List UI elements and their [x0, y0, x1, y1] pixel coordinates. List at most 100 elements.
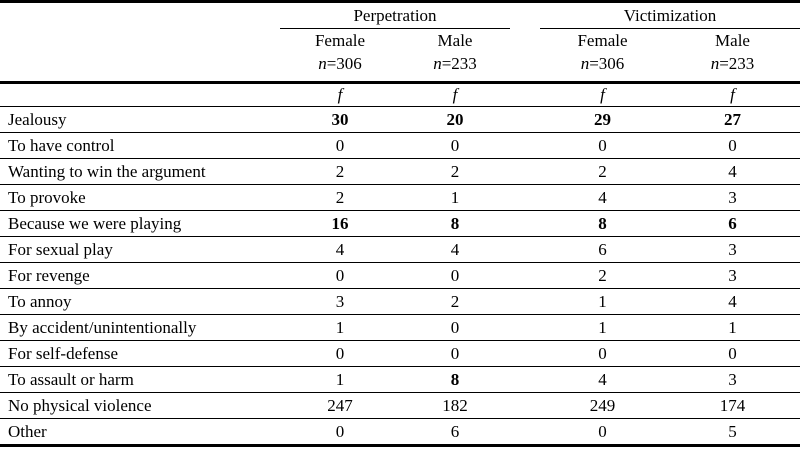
cell-value: 16: [280, 210, 400, 237]
column-header-female: Female n=306: [540, 28, 665, 84]
cell-value: 6: [540, 236, 665, 263]
cell-value: 0: [540, 132, 665, 159]
cell-value: 0: [400, 262, 510, 289]
row-label: For sexual play: [0, 236, 280, 263]
cell-value: 5: [728, 421, 737, 441]
group-gap-cell: [510, 106, 540, 133]
cell-value: 20: [400, 106, 510, 133]
sex-label: Female: [314, 31, 366, 51]
frequency-symbol: f: [600, 85, 605, 104]
group-gap-cell: [510, 2, 540, 29]
group-gap-cell: [510, 236, 540, 263]
table-row: For revenge 0 0 2 3: [0, 262, 800, 289]
cell-value: 8: [400, 210, 510, 237]
cell-value: 0: [280, 340, 400, 367]
stat-symbol-cell: f: [400, 82, 510, 107]
cell-value: 1: [540, 314, 665, 341]
cell-value: 0: [400, 314, 510, 341]
table-row: To assault or harm 1 8 4 3: [0, 366, 800, 393]
cell-value: 182: [400, 392, 510, 419]
row-label: Wanting to win the argument: [0, 158, 280, 185]
table-row: Because we were playing 16 8 8 6: [0, 210, 800, 237]
row-label: To annoy: [0, 288, 280, 315]
column-header-row: Female n=306 Male n=233 Female n=306 Male n=233: [0, 28, 800, 84]
table-row: No physical violence 247 182 249 174: [0, 392, 800, 419]
cell-value: 0: [335, 421, 345, 441]
corner-empty-cell: [0, 2, 280, 29]
cell-value: 1: [540, 288, 665, 315]
frequency-symbol: f: [452, 85, 458, 104]
cell-value: 0: [665, 132, 800, 159]
group-gap-cell: [510, 314, 540, 341]
row-label: Because we were playing: [0, 210, 280, 237]
table-row: Wanting to win the argument 2 2 2 4: [0, 158, 800, 185]
sex-label: Female: [577, 31, 628, 51]
cell-value: 0: [280, 132, 400, 159]
cell-value: 6: [450, 421, 460, 441]
cell-value: 247: [280, 392, 400, 419]
cell-value: 0: [540, 340, 665, 367]
stat-symbol-cell: f: [540, 82, 665, 107]
cell-value: 4: [665, 288, 800, 315]
cell-value: 2: [280, 158, 400, 185]
row-label: No physical violence: [0, 392, 280, 419]
group-gap-cell: [510, 210, 540, 237]
column-header-male: Male n=233: [400, 28, 510, 84]
table-row: Other 0 6 0 5: [0, 419, 800, 446]
cell-value: 4: [540, 366, 665, 393]
table-row: By accident/unintentionally 1 0 1 1: [0, 314, 800, 341]
cell-value: 8: [540, 210, 665, 237]
row-label: To assault or harm: [0, 366, 280, 393]
frequency-symbol: f: [730, 85, 735, 104]
group-gap-cell: [510, 392, 540, 419]
cell-value: 0: [400, 132, 510, 159]
cell-value: 3: [665, 262, 800, 289]
sex-label: Male: [437, 31, 473, 51]
cell-value: 6: [665, 210, 800, 237]
cell-value: 30: [280, 106, 400, 133]
table-row: For sexual play 4 4 6 3: [0, 236, 800, 263]
sample-size-label: n=233: [710, 54, 755, 73]
cell-value: 2: [400, 288, 510, 315]
stat-row-empty-cell: [0, 82, 280, 107]
table-header: Perpetration Victimization Female n=306 Ma…: [0, 1, 800, 107]
group-header-row: Perpetration Victimization: [0, 1, 800, 29]
cell-value: 2: [400, 158, 510, 185]
group-gap-cell: [510, 340, 540, 367]
row-label: For revenge: [0, 262, 280, 289]
row-label: For self-defense: [0, 340, 280, 367]
table-row: To have control 0 0 0 0: [0, 132, 800, 159]
cell-value: 3: [280, 288, 400, 315]
cell-value: 4: [665, 158, 800, 185]
cell-value: 0: [400, 340, 510, 367]
cell-value: 0: [280, 262, 400, 289]
sample-size-label: n=306: [318, 54, 362, 73]
sample-size-label: n=306: [580, 54, 625, 73]
group-gap-cell: [510, 82, 540, 107]
cell-value: 3: [665, 184, 800, 211]
table-row: Jealousy 30 20 29 27: [0, 106, 800, 133]
group-gap-cell: [510, 288, 540, 315]
cell-value: 0: [665, 340, 800, 367]
table-row: For self-defense 0 0 0 0: [0, 340, 800, 367]
column-header-male: Male n=233: [665, 28, 800, 84]
row-label: To have control: [0, 132, 280, 159]
group-header-victimization: Victimization: [540, 1, 800, 29]
cell-value: 2: [280, 184, 400, 211]
row-label: Other: [8, 421, 47, 441]
table-row: To annoy 3 2 1 4: [0, 288, 800, 315]
column-header-female: Female n=306: [280, 28, 400, 84]
cell-value: 0: [598, 421, 607, 441]
cell-value: 2: [540, 262, 665, 289]
cell-value: 1: [280, 366, 400, 393]
column-header-empty-cell: [0, 28, 280, 84]
group-gap-cell: [510, 366, 540, 393]
cell-value: 4: [400, 236, 510, 263]
group-gap-cell: [510, 419, 540, 446]
group-gap-cell: [510, 158, 540, 185]
frequency-symbol: f: [337, 85, 343, 104]
group-gap-cell: [510, 28, 540, 84]
